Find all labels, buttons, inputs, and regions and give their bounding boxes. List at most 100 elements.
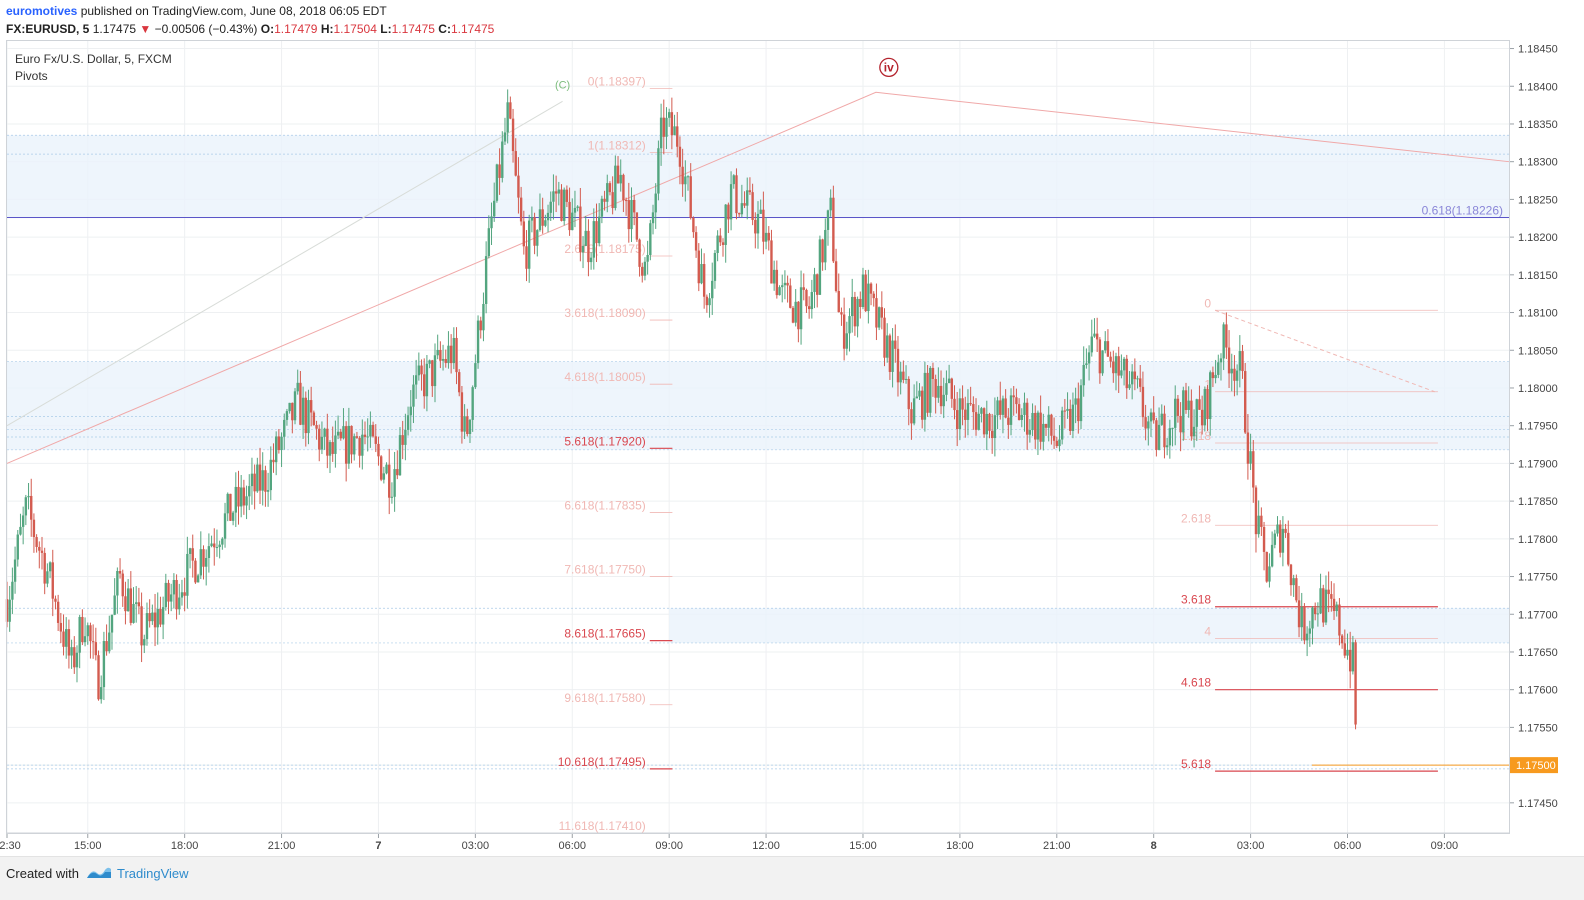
- tradingview-logo-icon[interactable]: [86, 866, 112, 885]
- candle-body: [772, 269, 776, 284]
- candle-body: [783, 282, 787, 286]
- x-tick-label: 18:00: [946, 840, 974, 852]
- candle-body: [398, 435, 402, 476]
- candle-body: [94, 642, 98, 656]
- candle-body: [635, 212, 639, 240]
- candle-body: [791, 307, 795, 323]
- candle-body: [759, 209, 762, 214]
- pivot-zones: 0.618(1.18226): [7, 134, 1509, 770]
- candle-body: [118, 571, 122, 574]
- candle-body: [1284, 528, 1287, 533]
- change-value: −0.00506 (−0.43%): [154, 22, 258, 36]
- y-tick-label: 1.18150: [1518, 270, 1558, 282]
- candle-body: [56, 601, 60, 623]
- candle-body: [942, 394, 945, 407]
- candle-body: [1354, 642, 1357, 725]
- candle-body: [1273, 533, 1277, 545]
- candle-body: [62, 631, 65, 647]
- author-link[interactable]: euromotives: [6, 4, 78, 18]
- fib-right-label: 2.618: [1181, 511, 1211, 525]
- candle-body: [1279, 524, 1282, 553]
- candle-body: [1063, 410, 1067, 412]
- candle-body: [1034, 412, 1037, 440]
- last-price-badge: [1510, 757, 1558, 774]
- candle-body: [51, 562, 54, 599]
- candle-body: [59, 622, 63, 632]
- candle-body: [651, 212, 655, 224]
- trend-line-wave: [6, 91, 1510, 464]
- y-tick-label: 1.17900: [1518, 458, 1558, 470]
- candle-body: [1244, 371, 1247, 433]
- candle-body: [293, 391, 297, 421]
- candle-body: [627, 200, 630, 230]
- y-tick-label: 1.17850: [1518, 496, 1558, 508]
- y-tick-label: 1.18100: [1518, 308, 1558, 320]
- candle-body: [108, 632, 111, 652]
- candle-body: [972, 404, 975, 413]
- candle-body: [964, 409, 967, 420]
- candle-body: [918, 390, 921, 397]
- candle-body: [1093, 333, 1096, 337]
- candle-body: [113, 595, 116, 615]
- candle-body: [912, 398, 916, 424]
- candle-body: [143, 639, 146, 646]
- candle-body: [1295, 578, 1298, 601]
- wave-iv-circle: [879, 57, 899, 78]
- candle-body: [479, 320, 482, 331]
- candle-body: [1031, 412, 1034, 431]
- candle-body: [622, 174, 625, 201]
- candle-body: [261, 470, 264, 491]
- candle-body: [1346, 649, 1349, 656]
- candle-body: [1112, 361, 1115, 374]
- candle-body: [829, 197, 832, 211]
- candle-body: [937, 385, 940, 398]
- axes: 1.18450 1.18400 1.18350 1.18300 1.18250 1.182…: [0, 41, 1584, 852]
- fib-left-label: 10.618(1.17495): [558, 755, 646, 769]
- candle-body: [1136, 378, 1139, 380]
- fib-right-label: 5.618: [1181, 757, 1211, 771]
- last-price-label: 1.17500: [1516, 760, 1556, 772]
- candle-body: [632, 199, 636, 213]
- candle-body: [11, 581, 14, 600]
- candle-body: [234, 486, 237, 513]
- candle-body: [1343, 643, 1347, 656]
- candle-body: [1235, 370, 1239, 381]
- candle-body: [40, 550, 44, 553]
- candle-body: [16, 534, 19, 560]
- candle-body: [926, 372, 929, 413]
- close-label: C:: [438, 22, 451, 36]
- candle-body: [1348, 649, 1352, 672]
- candle-body: [781, 285, 784, 288]
- y-tick-label: 1.18000: [1518, 383, 1558, 395]
- x-tick-label: 09:00: [1431, 840, 1459, 852]
- candle-body: [361, 434, 364, 456]
- candle-body: [1319, 588, 1322, 614]
- candle-body: [1104, 341, 1107, 351]
- candle-body: [869, 283, 873, 294]
- candle-body: [1287, 532, 1290, 565]
- candle-body: [861, 274, 865, 308]
- candle-body: [565, 189, 569, 202]
- candle-body: [350, 425, 353, 455]
- low-label: L:: [380, 22, 392, 36]
- candle-body: [1270, 544, 1274, 567]
- candle-body: [920, 390, 924, 420]
- candle-body: [764, 232, 768, 242]
- candle-body: [1292, 578, 1295, 586]
- tradingview-link[interactable]: TradingView: [117, 866, 189, 881]
- candle-body: [939, 385, 943, 407]
- candle-body: [444, 358, 447, 364]
- candle-body: [97, 655, 100, 700]
- candle-body: [1144, 417, 1147, 429]
- candle-body: [81, 616, 84, 643]
- candle-body: [202, 549, 205, 567]
- candle-body: [382, 473, 386, 480]
- candle-body: [1198, 399, 1201, 410]
- candle-body: [589, 257, 593, 263]
- candle-body: [70, 647, 73, 656]
- candle-body: [816, 274, 819, 295]
- candle-body: [1254, 487, 1258, 535]
- candle-body: [153, 612, 157, 628]
- candle-body: [579, 206, 582, 253]
